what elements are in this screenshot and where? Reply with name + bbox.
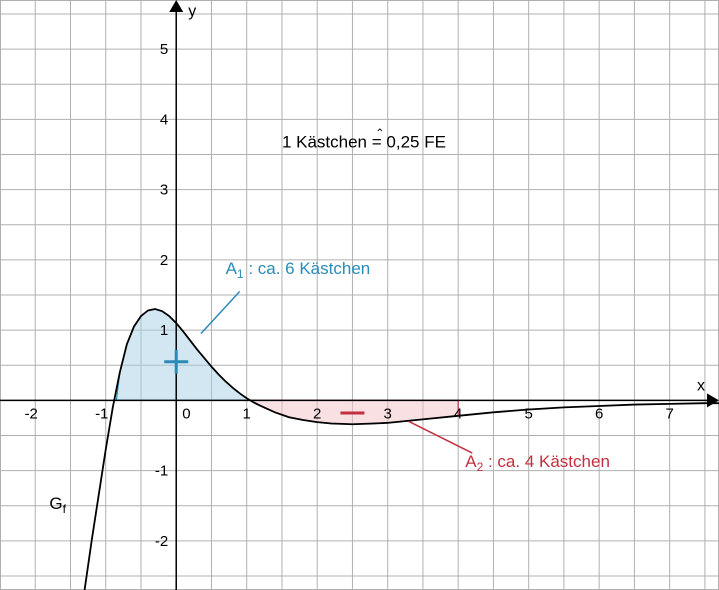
y-axis-label: y	[188, 3, 196, 20]
x-tick-label: 4	[454, 405, 462, 422]
x-tick-label: 6	[595, 405, 603, 422]
label-a1: A1 : ca. 6 Kästchen	[226, 259, 371, 281]
x-tick-label: -1	[95, 405, 108, 422]
x-tick-label: 7	[665, 405, 673, 422]
x-tick-label: 5	[525, 405, 533, 422]
chart-svg: -2 -1 0 1 2 3 4 5 6 7 -2 -1 1 2 3 4 5 x y A1 : ca. 6 Kästch…	[0, 0, 719, 590]
x-tick-label: 0	[182, 405, 190, 422]
y-tick-label: 5	[160, 41, 168, 58]
scale-annotation: 1 Kästchen = 0,25 FE	[282, 133, 446, 152]
y-tick-label: 2	[160, 252, 168, 269]
y-tick-label: -2	[155, 533, 168, 550]
hat-symbol: ⌃	[375, 128, 384, 140]
integral-area-chart: -2 -1 0 1 2 3 4 5 6 7 -2 -1 1 2 3 4 5 x y A1 : ca. 6 Kästch…	[0, 0, 719, 590]
x-axis-label: x	[697, 377, 705, 394]
y-tick-label: 3	[160, 182, 168, 199]
y-tick-label: 4	[160, 111, 168, 128]
x-tick-label: 1	[243, 405, 251, 422]
label-a2: A2 : ca. 4 Kästchen	[465, 452, 610, 474]
y-tick-label: 1	[160, 322, 168, 339]
x-tick-label: 2	[313, 405, 321, 422]
x-tick-label: -2	[25, 405, 38, 422]
x-tick-label: 3	[384, 405, 392, 422]
y-tick-label: -1	[155, 463, 168, 480]
